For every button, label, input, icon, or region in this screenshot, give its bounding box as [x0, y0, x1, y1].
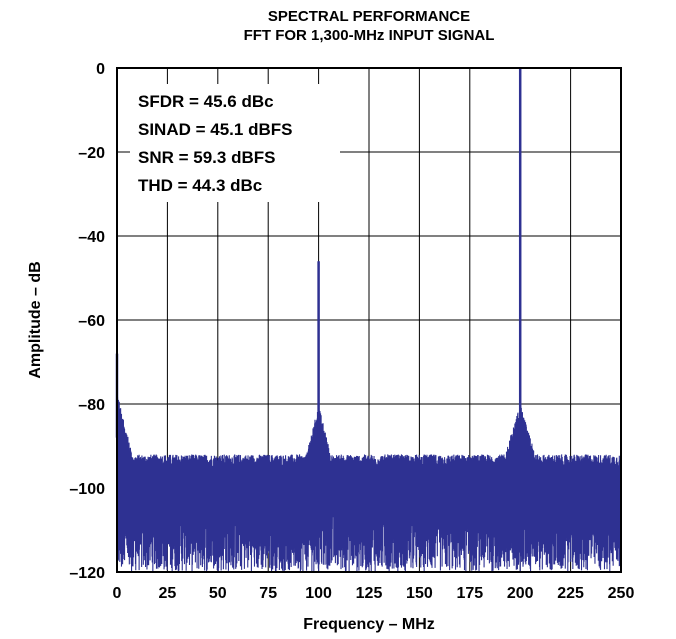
x-tick-label: 250 — [608, 585, 635, 602]
y-axis-label: Amplitude – dB — [27, 261, 44, 378]
x-tick-label: 75 — [259, 585, 277, 602]
annotation-thd: THD = 44.3 dBc — [138, 176, 262, 195]
y-tick-label: –40 — [78, 229, 105, 246]
x-tick-label: 125 — [356, 585, 383, 602]
y-tick-label: 0 — [96, 61, 105, 78]
annotation-sinad: SINAD = 45.1 dBFS — [138, 120, 292, 139]
axes: 0 25 50 75 100 125 150 175 200 225 250 0 –20 –40 –60 –8… — [69, 61, 634, 602]
x-tick-label: 0 — [113, 585, 122, 602]
x-tick-label: 100 — [305, 585, 332, 602]
chart-title-line-1: SPECTRAL PERFORMANCE — [268, 8, 470, 25]
y-tick-label: –60 — [78, 313, 105, 330]
x-tick-label: 25 — [159, 585, 177, 602]
annotation-sfdr: SFDR = 45.6 dBc — [138, 92, 274, 111]
chart-title-line-2: FFT FOR 1,300-MHz INPUT SIGNAL — [244, 27, 495, 44]
y-tick-label: –20 — [78, 145, 105, 162]
annotation-snr: SNR = 59.3 dBFS — [138, 148, 275, 167]
x-tick-label: 50 — [209, 585, 227, 602]
x-axis-label: Frequency – MHz — [303, 616, 435, 633]
x-tick-label: 225 — [557, 585, 584, 602]
y-tick-label: –120 — [69, 565, 105, 582]
x-tick-label: 200 — [507, 585, 534, 602]
y-tick-label: –80 — [78, 397, 105, 414]
y-tick-label: –100 — [69, 481, 105, 498]
x-tick-label: 150 — [406, 585, 433, 602]
annotation-box — [130, 84, 340, 202]
plot-frame — [116, 67, 622, 573]
spectrum-trace — [116, 67, 622, 573]
x-tick-label: 175 — [456, 585, 483, 602]
